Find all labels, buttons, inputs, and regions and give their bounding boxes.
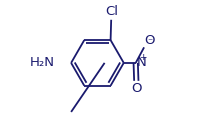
Text: O: O	[145, 34, 155, 47]
Text: H₂N: H₂N	[30, 56, 55, 69]
Text: ⁻: ⁻	[147, 38, 152, 48]
Text: N: N	[136, 56, 146, 69]
Text: Cl: Cl	[105, 5, 118, 18]
Text: +: +	[139, 53, 146, 62]
Text: O: O	[132, 82, 142, 95]
